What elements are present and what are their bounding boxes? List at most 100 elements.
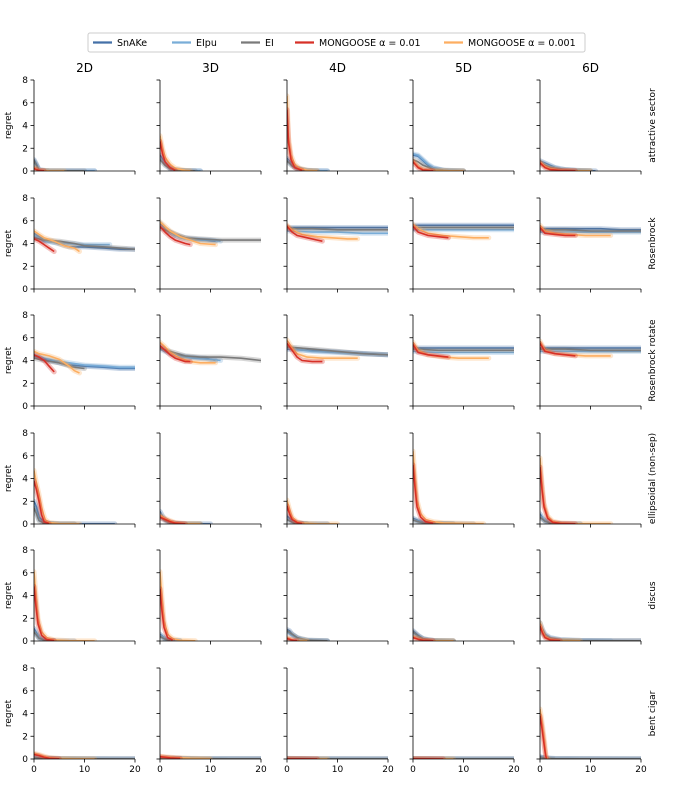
y-tick-label: 8 <box>22 76 28 86</box>
panel: 0 2 4 6 8 regret <box>4 546 136 647</box>
series-line <box>160 516 186 524</box>
series-line <box>413 223 489 239</box>
y-tick-label: 0 <box>22 755 28 765</box>
panel-series <box>287 627 330 641</box>
y-tick-label: 8 <box>22 311 28 321</box>
y-axis-label: regret <box>4 581 14 609</box>
panel <box>156 549 262 645</box>
panel-grid: 0 2 4 6 8 regret 2D 3D 4D 5D 6D attractive sector 0 2… <box>4 61 658 775</box>
panel-series <box>413 221 514 241</box>
panel <box>409 197 515 293</box>
column-title: 3D <box>202 61 219 75</box>
series-line <box>540 224 611 237</box>
panel-series <box>413 339 514 361</box>
series-line <box>34 354 55 373</box>
panel-series <box>540 620 641 641</box>
panel-series <box>287 497 340 524</box>
series-line <box>413 225 449 239</box>
panel: 3D <box>156 61 262 175</box>
series-line <box>160 221 216 246</box>
panel-series <box>413 448 487 524</box>
x-tick-label: 0 <box>410 765 416 775</box>
panel <box>156 197 262 293</box>
column-title: 6D <box>582 61 599 75</box>
x-tick-label: 20 <box>508 765 520 775</box>
panel: 0 10 20 <box>283 667 394 775</box>
series-line <box>287 505 303 524</box>
y-tick-label: 2 <box>22 379 28 389</box>
series-line <box>34 354 135 369</box>
y-tick-label: 4 <box>22 710 28 720</box>
series-line <box>160 341 216 364</box>
y-axis-label: regret <box>4 346 14 374</box>
series-line <box>160 571 196 641</box>
series-line <box>34 571 95 641</box>
series-line <box>540 625 561 641</box>
y-tick-label: 8 <box>22 664 28 674</box>
panel-series <box>34 348 135 376</box>
panel-series <box>287 93 330 171</box>
panel: 0 2 4 6 8 regret <box>4 194 136 295</box>
series-line <box>160 225 191 246</box>
series-line <box>287 342 323 363</box>
series-line <box>413 161 434 171</box>
panel-series <box>160 509 213 524</box>
series-line <box>287 109 303 171</box>
series-band <box>413 448 487 524</box>
panel-series <box>34 228 135 254</box>
y-axis-label: regret <box>4 699 14 727</box>
x-tick-label: 20 <box>129 765 141 775</box>
series-line <box>287 346 388 356</box>
x-tick-label: 10 <box>585 765 597 775</box>
panel <box>156 314 262 410</box>
y-tick-label: 4 <box>22 240 28 250</box>
y-tick-label: 2 <box>22 262 28 272</box>
x-tick-label: 10 <box>79 765 91 775</box>
panel: 4D <box>283 61 389 175</box>
series-line <box>540 715 548 759</box>
x-tick-label: 10 <box>332 765 344 775</box>
x-tick-label: 20 <box>635 765 647 775</box>
panel-series <box>160 339 261 366</box>
panel <box>283 549 389 645</box>
panel: ellipsoidal (non-sep) <box>536 432 658 528</box>
series-line <box>287 224 358 240</box>
panel: Rosenbrock rotate <box>536 314 658 410</box>
y-tick-label: 6 <box>22 217 28 227</box>
panel-series <box>413 151 466 171</box>
panel: 0 10 20 <box>409 667 520 775</box>
series-line <box>540 342 576 357</box>
series-line <box>540 348 641 352</box>
panel <box>156 432 262 528</box>
x-tick-label: 0 <box>537 765 543 775</box>
y-tick-label: 2 <box>22 144 28 154</box>
panel: 5D <box>409 61 515 175</box>
panel-series <box>540 338 641 359</box>
panel-series <box>540 455 614 524</box>
series-line <box>287 339 358 359</box>
y-tick-label: 6 <box>22 334 28 344</box>
x-tick-label: 20 <box>255 765 267 775</box>
y-tick-label: 2 <box>22 614 28 624</box>
legend-label: SnAKe <box>117 38 147 49</box>
panel <box>409 432 515 528</box>
series-line <box>287 230 388 235</box>
y-tick-label: 0 <box>22 637 28 647</box>
panel <box>409 314 515 410</box>
y-tick-label: 6 <box>22 569 28 579</box>
series-line <box>34 238 55 253</box>
series-line <box>540 229 641 232</box>
legend: SnAKe EIpu EI MONGOOSE α = 0.01 MONGOOSE α =… <box>87 32 586 53</box>
panel-series <box>287 337 388 365</box>
panel-series <box>413 628 456 641</box>
y-tick-label: 8 <box>22 546 28 556</box>
series-line <box>34 470 80 524</box>
series-line <box>34 357 85 370</box>
row-title: discus <box>648 581 658 610</box>
y-tick-label: 8 <box>22 429 28 439</box>
x-tick-label: 0 <box>31 765 37 775</box>
panel: 0 10 20 0 2 4 6 8 regret <box>4 664 141 775</box>
panel <box>283 197 389 293</box>
panel-series <box>287 222 388 244</box>
